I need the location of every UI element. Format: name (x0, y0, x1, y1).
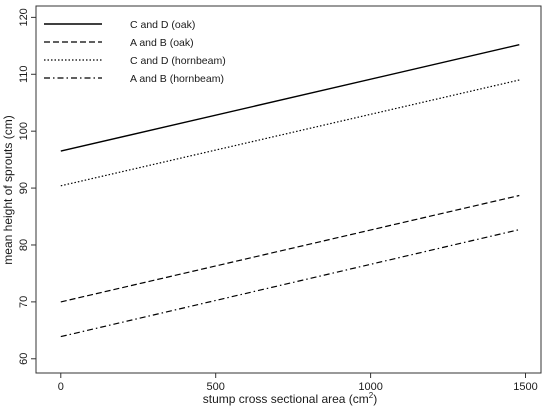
y-tick-label: 60 (18, 353, 30, 365)
y-tick-label: 90 (18, 182, 30, 194)
legend: C and D (oak) A and B (oak) C and D (hornb… (44, 19, 226, 85)
y-axis: 60 70 80 90 100 110 120 (18, 8, 36, 365)
y-tick-label: 100 (18, 122, 30, 140)
series-line-dashed (60, 194, 520, 303)
y-axis-label: mean height of sprouts (cm) (1, 115, 15, 264)
legend-entry-label: A and B (oak) (130, 37, 194, 49)
y-tick-label: 70 (18, 296, 30, 308)
x-axis-label: stump cross sectional area (cm2) (203, 391, 378, 406)
x-tick-label: 500 (207, 381, 225, 393)
x-tick-label: 1500 (513, 381, 537, 393)
y-tick-label: 110 (18, 66, 30, 84)
legend-entry-label: C and D (oak) (130, 19, 195, 31)
legend-entry-label: A and B (hornbeam) (130, 73, 224, 85)
series-line-dashdot (60, 229, 520, 338)
x-tick-label: 1000 (358, 381, 382, 393)
x-tick-label: 0 (58, 381, 64, 393)
legend-entry-label: C and D (hornbeam) (130, 55, 226, 67)
y-tick-label: 120 (18, 8, 30, 26)
x-axis: 0 500 1000 1500 (58, 373, 538, 393)
series-layer (60, 44, 520, 338)
y-tick-label: 80 (18, 239, 30, 251)
series-line-dotted (60, 79, 520, 187)
series-line-solid (60, 44, 520, 152)
plot-frame (35, 5, 542, 374)
